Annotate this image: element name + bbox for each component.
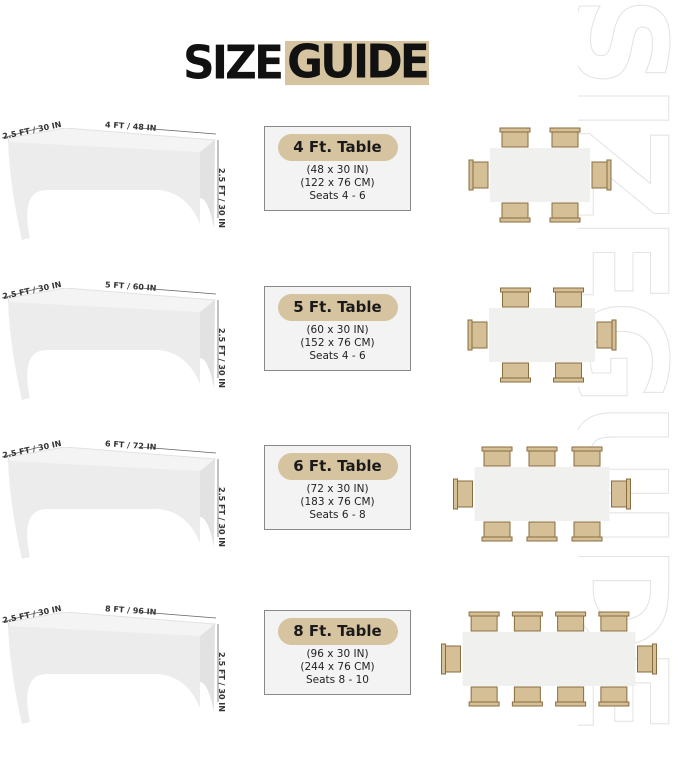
chair-icon bbox=[500, 287, 531, 308]
inches-label: (96 x 30 IN) bbox=[306, 648, 369, 660]
page-title: SIZE GUIDE bbox=[183, 35, 430, 90]
chair-icon bbox=[441, 643, 461, 675]
table-top-icon bbox=[462, 632, 636, 686]
chair-icon bbox=[499, 127, 531, 148]
inches-label: (72 x 30 IN) bbox=[306, 483, 369, 495]
chair-icon bbox=[453, 478, 473, 510]
chair-icon bbox=[500, 362, 531, 383]
title-size: SIZE bbox=[183, 36, 284, 90]
seating-diagram bbox=[453, 446, 631, 542]
table-top-icon bbox=[474, 467, 610, 521]
chair-icon bbox=[481, 521, 513, 542]
height-label: 2.5 FT / 30 IN bbox=[217, 487, 226, 547]
table-cover-photo bbox=[1, 288, 219, 400]
table-section: 2.5 FT / 30 IN 8 FT / 96 IN 2.5 FT / 30 … bbox=[0, 604, 679, 762]
table-section: 2.5 FT / 30 IN 4 FT / 48 IN 2.5 FT / 30 … bbox=[0, 120, 679, 278]
chair-icon bbox=[526, 521, 558, 542]
table-name-badge: 4 Ft. Table bbox=[277, 134, 398, 161]
table-top-icon bbox=[490, 148, 590, 202]
cm-label: (183 x 76 CM) bbox=[300, 496, 375, 508]
table-cover-photo bbox=[1, 612, 219, 724]
chair-icon bbox=[555, 611, 587, 632]
chair-icon bbox=[637, 643, 657, 675]
chair-icon bbox=[526, 446, 558, 467]
height-label: 2.5 FT / 30 IN bbox=[217, 652, 226, 712]
chair-icon bbox=[468, 159, 489, 191]
chair-icon bbox=[549, 127, 581, 148]
chair-icon bbox=[591, 159, 612, 191]
seats-label: Seats 4 - 6 bbox=[309, 190, 366, 202]
seats-label: Seats 8 - 10 bbox=[306, 674, 369, 686]
table-name-badge: 5 Ft. Table bbox=[277, 294, 398, 321]
cm-label: (244 x 76 CM) bbox=[300, 661, 375, 673]
table-section: 2.5 FT / 30 IN 5 FT / 60 IN 2.5 FT / 30 … bbox=[0, 280, 679, 438]
chair-icon bbox=[553, 362, 584, 383]
title-guide: GUIDE bbox=[285, 35, 430, 90]
seating-diagram bbox=[441, 611, 657, 707]
seats-label: Seats 6 - 8 bbox=[309, 509, 366, 521]
chair-icon bbox=[611, 478, 631, 510]
chair-icon bbox=[598, 686, 630, 707]
table-name-badge: 8 Ft. Table bbox=[277, 618, 398, 645]
chair-icon bbox=[481, 446, 513, 467]
size-info-box: 5 Ft. Table (60 x 30 IN) (152 x 76 CM) S… bbox=[264, 286, 411, 371]
table-top-icon bbox=[489, 308, 595, 362]
chair-icon bbox=[596, 319, 617, 351]
table-cover-photo bbox=[1, 447, 219, 559]
chair-icon bbox=[553, 287, 584, 308]
size-info-box: 6 Ft. Table (72 x 30 IN) (183 x 76 CM) S… bbox=[264, 445, 411, 530]
chair-icon bbox=[499, 202, 531, 223]
table-section: 2.5 FT / 30 IN 6 FT / 72 IN 2.5 FT / 30 … bbox=[0, 439, 679, 597]
seating-diagram bbox=[467, 287, 617, 383]
chair-icon bbox=[549, 202, 581, 223]
seating-diagram bbox=[468, 127, 612, 223]
chair-icon bbox=[571, 521, 603, 542]
cm-label: (152 x 76 CM) bbox=[300, 337, 375, 349]
inches-label: (48 x 30 IN) bbox=[306, 164, 369, 176]
chair-icon bbox=[468, 686, 500, 707]
height-label: 2.5 FT / 30 IN bbox=[217, 328, 226, 388]
table-cover-photo bbox=[1, 128, 219, 240]
seats-label: Seats 4 - 6 bbox=[309, 350, 366, 362]
chair-icon bbox=[467, 319, 488, 351]
size-info-box: 8 Ft. Table (96 x 30 IN) (244 x 76 CM) S… bbox=[264, 610, 411, 695]
chair-icon bbox=[511, 686, 543, 707]
chair-icon bbox=[511, 611, 543, 632]
chair-icon bbox=[468, 611, 500, 632]
chair-icon bbox=[571, 446, 603, 467]
cm-label: (122 x 76 CM) bbox=[300, 177, 375, 189]
size-info-box: 4 Ft. Table (48 x 30 IN) (122 x 76 CM) S… bbox=[264, 126, 411, 211]
chair-icon bbox=[555, 686, 587, 707]
table-name-badge: 6 Ft. Table bbox=[277, 453, 398, 480]
chair-icon bbox=[598, 611, 630, 632]
height-label: 2.5 FT / 30 IN bbox=[217, 168, 226, 228]
inches-label: (60 x 30 IN) bbox=[306, 324, 369, 336]
